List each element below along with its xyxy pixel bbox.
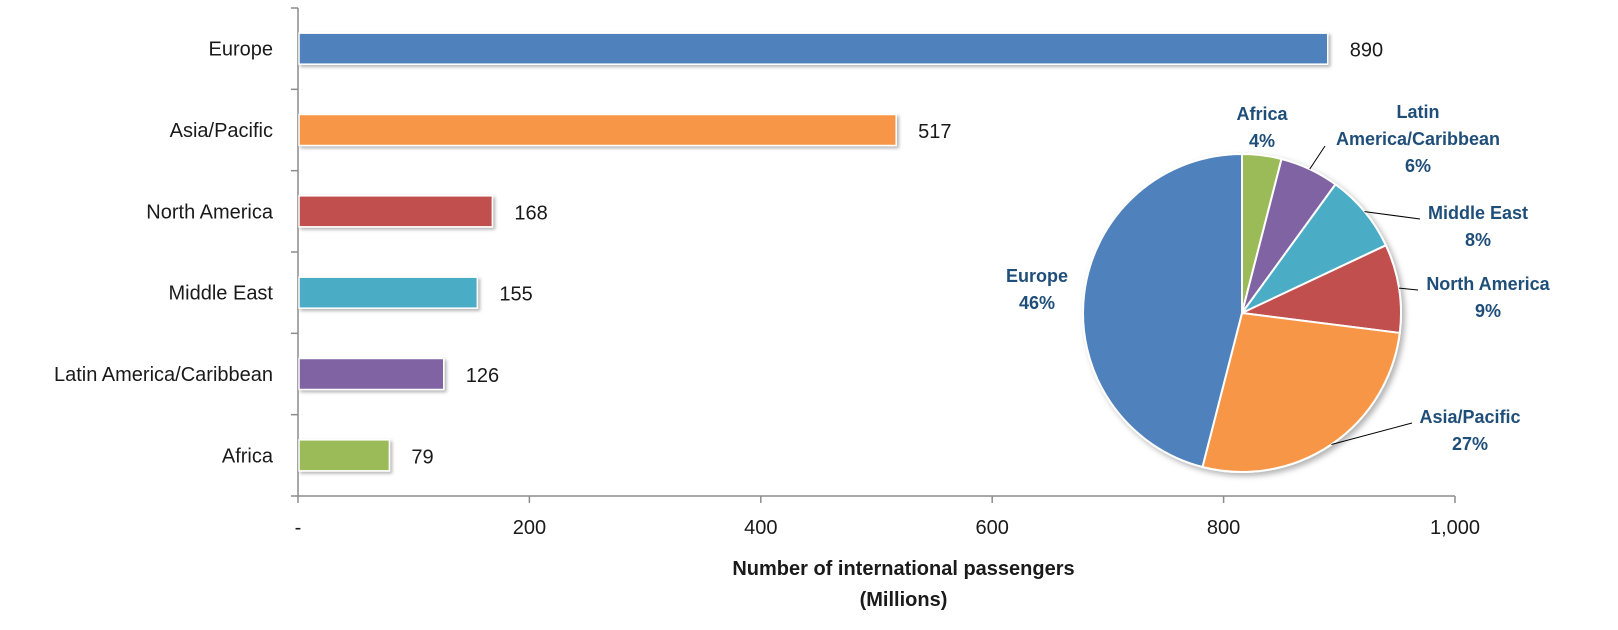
x-tick-label: 600	[976, 517, 1009, 539]
category-label: North America	[146, 201, 274, 223]
x-axis-title: Number of international passengers	[732, 558, 1074, 580]
bar	[299, 277, 477, 308]
x-tick-label: -	[295, 517, 302, 539]
pie-slice-label: North America 9%	[1426, 274, 1550, 321]
bar	[299, 440, 389, 471]
category-label: Asia/Pacific	[170, 120, 273, 142]
bar-value-label: 79	[411, 446, 433, 468]
pie-slices	[1083, 154, 1401, 472]
pie-chart: Africa 4% Latin America/Caribbean 6% Middle E…	[1006, 102, 1551, 472]
pie-slice-label: Africa 4%	[1236, 104, 1288, 151]
x-tick-label: 200	[513, 517, 546, 539]
pie-slice-label: Latin America/Caribbean 6%	[1336, 102, 1500, 176]
pie-slice-label: Europe 46%	[1006, 266, 1068, 313]
bar	[299, 196, 492, 227]
x-tick-label: 1,000	[1430, 517, 1480, 539]
bar-value-label: 155	[499, 284, 532, 306]
category-label: Africa	[222, 445, 274, 467]
category-label: Latin America/Caribbean	[54, 364, 273, 386]
bar	[299, 115, 896, 146]
category-label: Europe	[209, 39, 274, 61]
bar	[299, 359, 444, 390]
pie-leader-line	[1365, 212, 1421, 219]
bar-value-label: 168	[514, 202, 547, 224]
pie-slice-label: Asia/Pacific 27%	[1419, 407, 1520, 454]
x-axis-title-line2: (Millions)	[860, 589, 948, 611]
category-label: Middle East	[169, 283, 274, 305]
pie-leader-line	[1310, 146, 1325, 169]
x-tick-label: 800	[1207, 517, 1240, 539]
bar	[299, 33, 1328, 64]
bar-value-label: 126	[466, 365, 499, 387]
bar-value-label: 890	[1350, 40, 1383, 62]
pie-slice-label: Middle East 8%	[1428, 203, 1528, 250]
bar-value-label: 517	[918, 121, 951, 143]
pie-leader-line	[1399, 288, 1418, 290]
x-tick-label: 400	[744, 517, 777, 539]
